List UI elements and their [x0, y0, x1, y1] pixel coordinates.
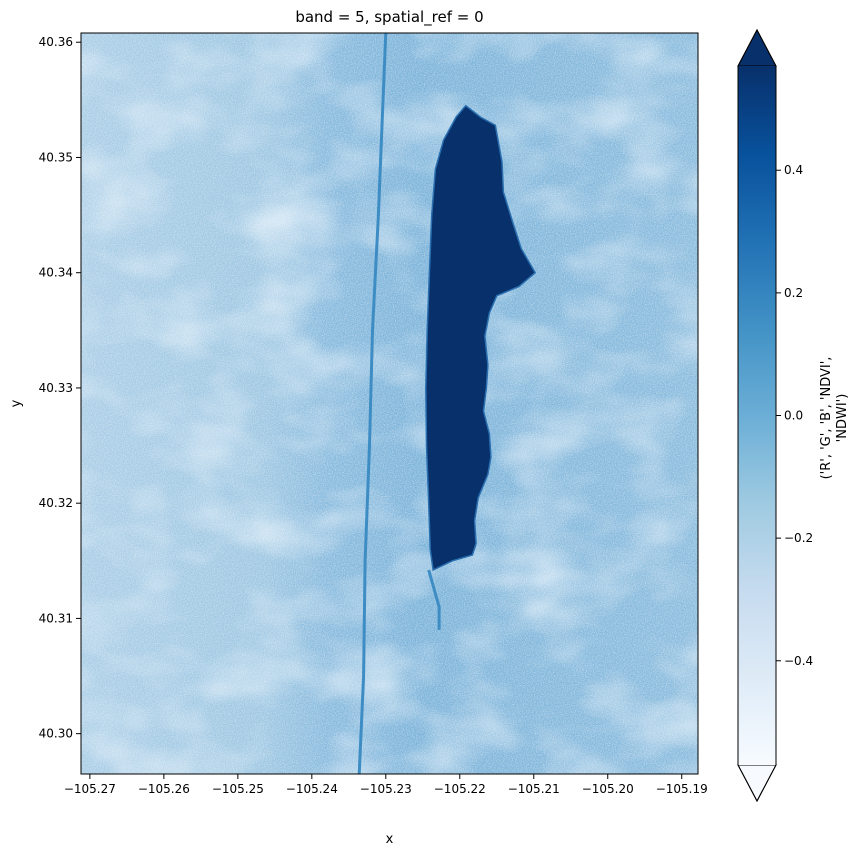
chart-title: band = 5, spatial_ref = 0	[295, 8, 483, 27]
plot-area	[81, 33, 698, 774]
y-tick-label: 40.34	[39, 266, 73, 280]
x-tick-label: −105.21	[508, 782, 560, 796]
colorbar-extend-max	[737, 28, 777, 67]
land-texture-grain	[81, 33, 698, 774]
colorbar-label-line2: 'NDWI')	[835, 394, 850, 443]
colorbar-tick-label: −0.4	[784, 654, 813, 668]
colorbar-tick-label: −0.2	[784, 531, 813, 545]
y-axis-ticks: 40.30 40.31 40.32 40.33 40.34 40.35 40.36	[39, 35, 81, 741]
colorbar-extend-min	[737, 764, 777, 803]
colorbar-label-line1: ('R', 'G', 'B', 'NDVI',	[819, 357, 834, 480]
stream-lines	[357, 33, 441, 774]
x-tick-label: −105.20	[582, 782, 634, 796]
stream-line	[357, 33, 388, 774]
stream-line	[427, 569, 441, 630]
y-tick-label: 40.33	[39, 381, 73, 395]
y-tick-label: 40.30	[39, 727, 73, 741]
y-tick-label: 40.31	[39, 611, 73, 625]
colorbar-ticks: −0.4 −0.2 0.0 0.2 0.4	[776, 163, 813, 668]
y-tick-label: 40.35	[39, 150, 73, 164]
plot-frame	[80, 32, 699, 775]
y-tick-label: 40.32	[39, 496, 73, 510]
x-tick-label: −105.24	[286, 782, 338, 796]
x-axis-label: x	[386, 832, 394, 847]
reservoir-water	[425, 104, 537, 572]
x-tick-label: −105.25	[212, 782, 264, 796]
colorbar-gradient	[738, 66, 776, 765]
y-axis-label: y	[9, 399, 24, 407]
x-tick-label: −105.23	[360, 782, 412, 796]
x-tick-label: −105.19	[656, 782, 708, 796]
colorbar-outline	[737, 28, 777, 803]
y-tick-label: 40.36	[39, 35, 73, 49]
x-axis-ticks: −105.27 −105.26 −105.25 −105.24 −105.23 −105.…	[64, 774, 708, 796]
x-tick-label: −105.26	[138, 782, 190, 796]
colorbar-tick-label: 0.4	[784, 163, 803, 177]
colorbar-tick-label: 0.0	[784, 409, 803, 423]
x-tick-label: −105.22	[434, 782, 486, 796]
x-tick-label: −105.27	[64, 782, 116, 796]
colorbar-tick-label: 0.2	[784, 286, 803, 300]
colorbar: −0.4 −0.2 0.0 0.2 0.4 ('R', 'G', 'B', 'NDVI'…	[737, 28, 850, 803]
